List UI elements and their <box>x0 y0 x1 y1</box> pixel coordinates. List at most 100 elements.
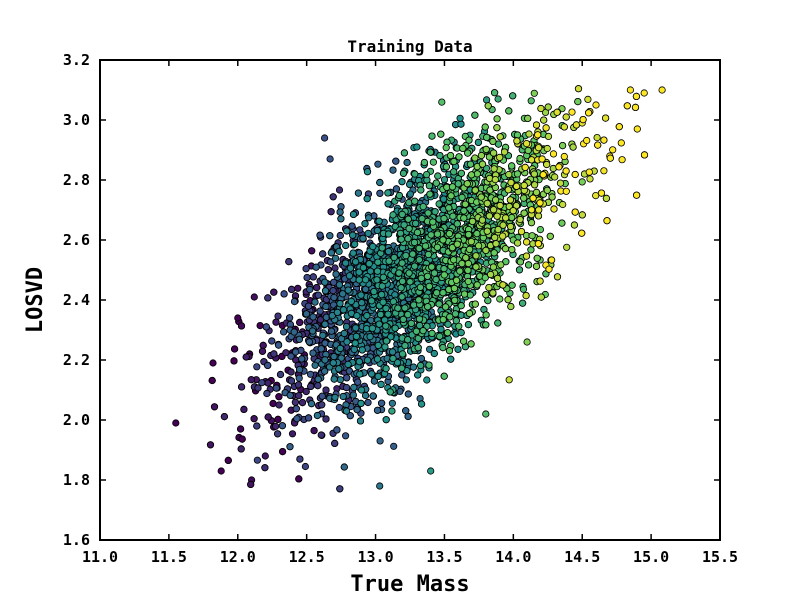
data-point <box>490 89 499 97</box>
data-point <box>559 200 567 209</box>
data-point <box>540 116 548 124</box>
data-point <box>534 131 542 139</box>
data-point <box>320 134 329 142</box>
data-point <box>422 171 431 179</box>
data-point <box>321 356 329 364</box>
data-point <box>250 415 258 423</box>
data-point <box>333 426 341 434</box>
data-point <box>435 200 443 208</box>
data-point <box>497 261 505 269</box>
data-point <box>351 240 359 248</box>
data-point <box>550 205 558 213</box>
data-point <box>471 300 479 308</box>
data-point <box>527 156 536 164</box>
data-point <box>439 289 447 297</box>
data-point <box>363 168 372 176</box>
data-point <box>482 410 490 418</box>
data-point <box>356 370 364 378</box>
data-point <box>378 244 386 252</box>
data-point <box>321 339 329 347</box>
data-point <box>457 328 465 337</box>
data-point <box>414 344 422 352</box>
data-point <box>592 101 600 109</box>
data-point <box>464 266 472 274</box>
data-point <box>529 194 537 202</box>
data-point <box>426 190 434 198</box>
data-point <box>486 270 495 279</box>
data-point <box>436 332 444 340</box>
data-point <box>374 372 382 380</box>
data-point <box>317 431 325 439</box>
data-point <box>406 278 414 286</box>
data-point <box>331 439 339 447</box>
data-point <box>623 102 631 110</box>
data-point <box>273 430 282 438</box>
data-point <box>450 157 458 166</box>
data-point <box>437 325 445 333</box>
data-point <box>527 246 535 254</box>
data-point <box>261 464 269 472</box>
data-point <box>344 360 352 368</box>
data-point <box>401 304 409 312</box>
data-point <box>264 379 272 387</box>
data-point <box>626 86 635 94</box>
data-point <box>516 258 525 266</box>
data-point <box>544 132 553 140</box>
data-point <box>237 445 245 453</box>
data-point <box>542 124 550 132</box>
data-point <box>530 181 539 189</box>
data-point <box>507 302 515 311</box>
data-point <box>358 346 366 354</box>
data-point <box>423 272 432 280</box>
data-point <box>519 285 528 293</box>
data-point <box>473 230 481 238</box>
data-point <box>560 152 568 161</box>
data-point <box>373 267 382 275</box>
data-point <box>398 259 406 267</box>
data-point <box>398 210 406 218</box>
data-point <box>485 283 493 292</box>
data-point <box>353 312 361 320</box>
data-point <box>482 311 490 319</box>
data-point <box>465 245 474 253</box>
data-point <box>445 230 453 238</box>
data-point <box>285 257 293 266</box>
data-point <box>451 296 459 304</box>
data-point <box>363 195 371 203</box>
data-point <box>477 193 485 201</box>
data-point <box>463 180 471 188</box>
data-point <box>398 293 406 301</box>
data-point <box>459 337 468 345</box>
data-point <box>520 181 528 189</box>
data-point <box>584 109 593 117</box>
data-point <box>504 296 512 304</box>
data-point <box>546 232 554 240</box>
data-point <box>254 384 262 392</box>
data-point <box>293 415 301 423</box>
data-point <box>388 407 396 415</box>
data-point <box>328 311 336 320</box>
data-point <box>238 383 246 391</box>
data-point <box>270 288 278 296</box>
data-point <box>522 291 530 300</box>
data-point <box>250 293 258 301</box>
data-point <box>491 233 499 242</box>
data-point <box>377 380 385 388</box>
data-point <box>308 247 316 255</box>
data-point <box>534 144 543 152</box>
data-point <box>357 291 365 299</box>
data-point <box>294 284 302 292</box>
data-point <box>421 242 430 250</box>
data-point <box>527 206 536 214</box>
data-point <box>545 265 553 273</box>
data-point <box>465 309 474 317</box>
data-point <box>373 276 381 284</box>
data-point <box>493 212 501 220</box>
data-point <box>367 316 375 324</box>
data-point <box>274 341 283 349</box>
data-point <box>482 96 491 104</box>
data-point <box>259 341 267 349</box>
data-point <box>247 480 255 488</box>
data-point <box>558 219 566 227</box>
data-point <box>553 108 561 116</box>
